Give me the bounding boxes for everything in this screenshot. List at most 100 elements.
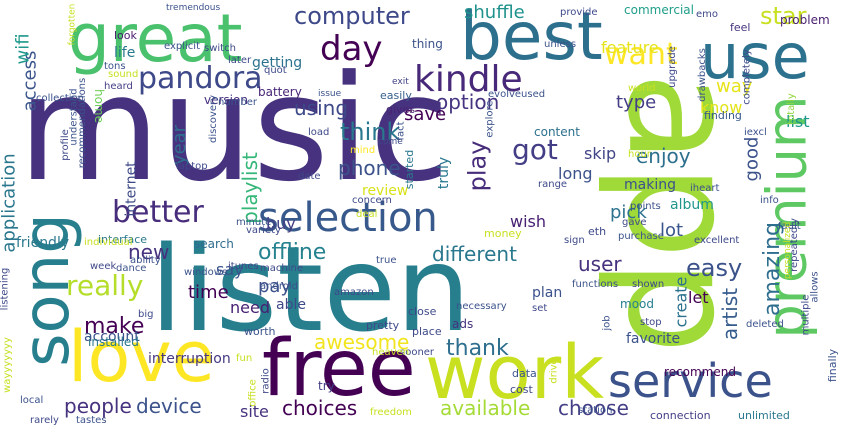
word: getting xyxy=(252,55,303,71)
word: offline xyxy=(258,240,327,265)
word: content xyxy=(534,125,580,139)
word: functions xyxy=(572,279,619,290)
word: artist xyxy=(718,287,743,341)
word: search xyxy=(194,237,234,251)
word: feature xyxy=(601,38,659,57)
word: know xyxy=(700,98,743,117)
word: version xyxy=(204,93,248,107)
word: android xyxy=(260,281,298,292)
word: choices xyxy=(282,396,358,420)
word: way xyxy=(716,76,753,97)
word: totally xyxy=(785,93,797,125)
word: different xyxy=(432,242,517,266)
word: emo xyxy=(696,9,719,20)
word: money xyxy=(484,227,522,240)
word: site xyxy=(240,402,269,421)
word: thank xyxy=(446,336,509,361)
word: enjoy xyxy=(636,144,691,168)
word: set xyxy=(532,303,548,314)
word: star xyxy=(760,2,807,30)
word: week xyxy=(90,261,117,272)
word: worth xyxy=(244,325,276,338)
word: list xyxy=(786,112,810,131)
word: people xyxy=(64,394,132,418)
word: drawbacks xyxy=(696,48,708,102)
word: buy xyxy=(266,214,296,233)
word: battery xyxy=(258,85,302,99)
word: unlimited xyxy=(738,409,790,422)
word: shuffle xyxy=(464,2,525,23)
word: interface xyxy=(98,233,148,246)
word: home xyxy=(92,88,107,124)
word: true xyxy=(376,255,397,266)
word: feel xyxy=(730,21,751,34)
word: sign xyxy=(564,235,585,246)
word: use xyxy=(700,20,810,93)
word: allows xyxy=(809,271,821,303)
word: type xyxy=(616,92,657,113)
word: save xyxy=(404,104,447,125)
word: free xyxy=(262,324,416,414)
word: lot xyxy=(660,220,684,241)
word: internet xyxy=(123,161,140,217)
word: upgrade xyxy=(666,46,678,88)
word: load xyxy=(308,127,330,138)
word: installed xyxy=(88,335,139,349)
word: come xyxy=(378,137,403,147)
word: option xyxy=(436,90,500,114)
word: close xyxy=(408,305,437,318)
word: deleted xyxy=(746,319,784,330)
word: try xyxy=(318,379,335,393)
word: job xyxy=(601,315,613,331)
word: playlist xyxy=(237,152,262,224)
word: issue xyxy=(318,89,342,99)
word: service xyxy=(608,354,773,408)
word: sooner xyxy=(400,347,435,358)
word: wayyyyyyy xyxy=(1,337,13,393)
word: finally xyxy=(826,348,840,383)
word: office xyxy=(247,379,259,407)
word: freedom xyxy=(370,407,412,418)
word: music xyxy=(18,44,450,214)
word: gave xyxy=(622,217,647,228)
word: great xyxy=(68,0,243,77)
word: radio xyxy=(260,368,272,394)
word: dance xyxy=(116,263,147,274)
word: better xyxy=(112,195,204,230)
word: problem xyxy=(780,13,830,27)
word: device xyxy=(136,394,202,418)
word: data xyxy=(512,367,537,380)
word: available xyxy=(440,396,531,420)
word: understand xyxy=(68,88,80,146)
word: interruption xyxy=(148,351,231,367)
word: choose xyxy=(558,396,629,420)
word: create xyxy=(671,276,691,328)
word: drive xyxy=(548,358,560,384)
word: gives xyxy=(386,103,416,116)
word: quot xyxy=(264,65,287,76)
word: date xyxy=(298,171,321,182)
word: year xyxy=(169,124,191,166)
word: fun xyxy=(236,353,253,364)
word: explore xyxy=(484,100,496,138)
word: cost xyxy=(510,383,533,396)
word: skip xyxy=(584,144,617,163)
word: machine xyxy=(260,263,303,274)
word: thing xyxy=(412,37,443,51)
word: eth xyxy=(588,225,607,238)
word: long xyxy=(558,164,593,183)
word: pick xyxy=(610,202,647,223)
word: listen xyxy=(150,220,471,358)
word: iexcl xyxy=(744,127,767,138)
word: awesome xyxy=(314,330,410,354)
word: review xyxy=(362,183,409,199)
word: making xyxy=(624,177,676,193)
word: life xyxy=(114,45,136,61)
word: exit xyxy=(392,77,409,87)
word: excellent xyxy=(694,235,740,246)
word: rarely xyxy=(30,415,59,426)
word: later xyxy=(228,55,252,66)
word: wifi xyxy=(12,33,34,65)
word: think xyxy=(340,118,401,146)
word: day xyxy=(320,29,383,69)
